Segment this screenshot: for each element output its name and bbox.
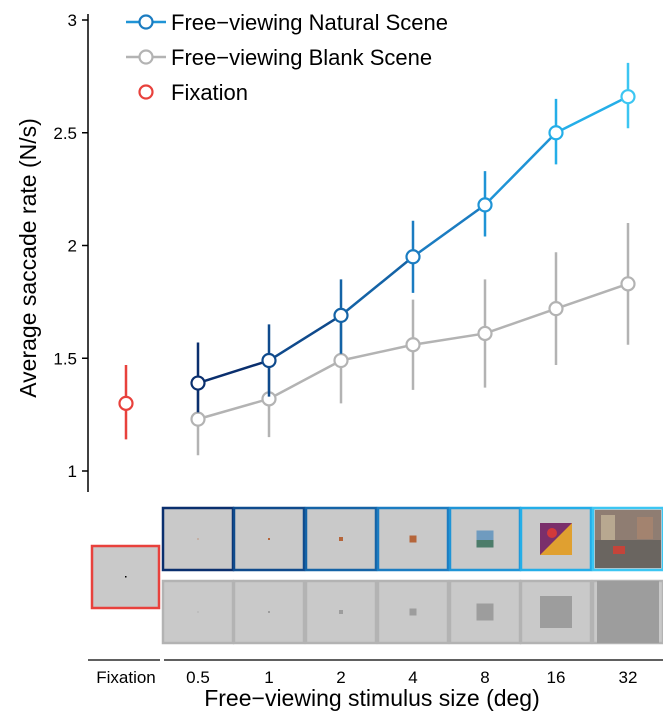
blank-scene-point [477, 325, 493, 342]
blank-scene-line [197, 397, 270, 421]
natural-scene-line [412, 203, 486, 258]
x-tick-label: 8 [480, 668, 489, 687]
x-tick-label: 32 [619, 668, 638, 687]
blank-scene-point [405, 337, 421, 353]
natural-scene-image [197, 538, 199, 540]
natural-scene-point [333, 307, 349, 324]
x-axis-label: Free−viewing stimulus size (deg) [204, 685, 540, 711]
blank-scene-point [190, 411, 206, 427]
blank-scene-line [340, 343, 414, 362]
blank-scene-line [555, 282, 629, 310]
natural-scene-car [613, 546, 625, 554]
blank-scene-point [548, 301, 564, 317]
natural-scene-point [620, 89, 636, 105]
y-tick-label: 2.5 [53, 124, 77, 143]
blank-scene-square [597, 581, 659, 643]
natural-scene-point [190, 375, 206, 391]
natural-scene-street [595, 540, 661, 568]
blank-scene-line [412, 332, 486, 346]
legend-label-natural: Free−viewing Natural Scene [171, 10, 448, 35]
x-tick-label: 2 [336, 668, 345, 687]
fixation-point [118, 395, 134, 411]
natural-scene-building [637, 517, 653, 539]
legend: Free−viewing Natural Scene Free−viewing B… [126, 10, 448, 105]
blank-scene-square [476, 603, 494, 621]
blank-scene-square [268, 611, 270, 613]
x-tick-label-fixation: Fixation [96, 668, 156, 687]
fixation-dot [125, 576, 127, 578]
blank-scene-point [333, 352, 349, 369]
blank-scene-square [409, 608, 417, 616]
blank-scene-square [540, 596, 572, 628]
x-tick-label: 1 [264, 668, 273, 687]
y-tick-label: 3 [68, 11, 77, 30]
natural-scene-image-part [540, 523, 572, 555]
legend-marker-fixation [138, 84, 154, 100]
natural-scene-line [197, 359, 270, 385]
y-axis-label: Average saccade rate (N/s) [15, 118, 41, 398]
natural-scene-image [339, 537, 343, 541]
blank-scene-square [197, 611, 199, 613]
y-tick-label: 2 [68, 237, 77, 256]
natural-scene-point [261, 352, 277, 369]
natural-scene-image [409, 535, 417, 543]
plot-area [118, 62, 636, 456]
y-tick-label: 1.5 [53, 349, 77, 368]
natural-scene-building [601, 515, 615, 540]
x-tick-label: 16 [547, 668, 566, 687]
blank-scene-point [620, 276, 636, 292]
natural-scene-image-part [547, 528, 557, 538]
legend-label-fixation: Fixation [171, 80, 248, 105]
natural-scene-image-part [476, 540, 494, 548]
x-tick-label: 4 [408, 668, 417, 687]
natural-scene-line [484, 131, 557, 206]
natural-scene-line [555, 95, 629, 134]
blank-scene-square [339, 610, 343, 614]
blank-scene-line [268, 359, 342, 400]
natural-scene-point [548, 125, 564, 141]
stimulus-panels [90, 506, 663, 645]
natural-scene-image [268, 538, 270, 540]
natural-scene-point [405, 249, 421, 265]
axes: 1 1.5 2 2.5 3 0.5 1 2 4 8 16 32 [53, 11, 663, 687]
legend-marker-natural [138, 14, 154, 30]
blank-scene-line [484, 307, 557, 335]
legend-marker-blank [138, 49, 154, 65]
legend-label-blank: Free−viewing Blank Scene [171, 45, 432, 70]
y-tick-label: 1 [68, 462, 77, 481]
natural-scene-line [340, 255, 414, 317]
natural-scene-point [477, 197, 493, 213]
natural-scene-line [268, 314, 342, 362]
x-tick-label: 0.5 [186, 668, 210, 687]
